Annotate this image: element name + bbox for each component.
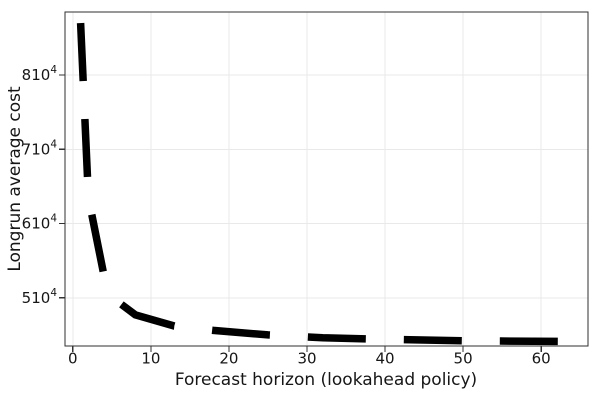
- x-tick-label: 50: [454, 350, 473, 368]
- x-axis-title: Forecast horizon (lookahead policy): [174, 370, 478, 390]
- x-tick-label: 60: [532, 350, 551, 368]
- x-tick-label: 20: [219, 350, 238, 368]
- y-tick-label: 6104: [22, 213, 58, 233]
- y-tick-label: 8104: [22, 64, 58, 84]
- y-tick-label: 5104: [22, 287, 58, 307]
- x-tick-label: 40: [375, 350, 394, 368]
- x-tick-label: 0: [68, 350, 78, 368]
- y-tick-label: 7104: [22, 138, 58, 158]
- series-line: [76, 22, 573, 346]
- x-tick-label: 10: [141, 350, 160, 368]
- y-axis-title: Longrun average cost: [5, 86, 25, 272]
- x-tick-label: 30: [297, 350, 316, 368]
- plot-frame: [64, 11, 589, 347]
